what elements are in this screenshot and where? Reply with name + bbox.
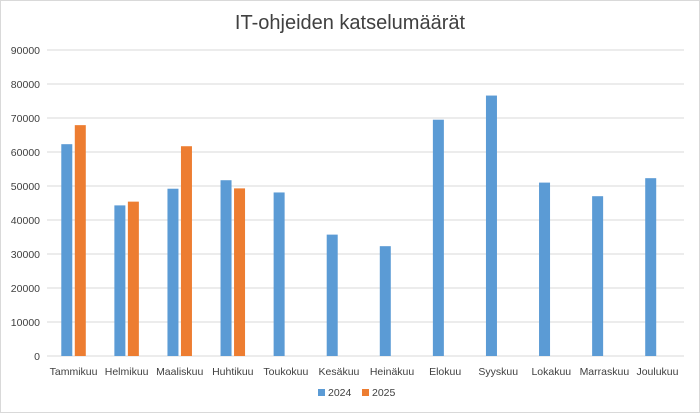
- y-tick-label: 20000: [11, 283, 40, 295]
- x-tick-label: Lokakuu: [531, 366, 571, 378]
- bar-2024-kesäkuu: [326, 234, 338, 356]
- bar-2025-huhtikuu: [234, 188, 246, 356]
- bar-2024-syyskuu: [485, 95, 497, 356]
- bar-2024-helmikuu: [114, 205, 126, 356]
- x-tick-label: Joulukuu: [636, 366, 678, 378]
- bar-2024-joulukuu: [645, 178, 657, 356]
- y-tick-label: 50000: [11, 181, 40, 193]
- y-axis-tick-labels: 0 10000 20000 30000 40000 50000 60000 70000 8000…: [11, 45, 40, 363]
- gridlines: [47, 49, 684, 357]
- x-tick-label: Toukokuu: [263, 366, 308, 378]
- y-tick-label: 10000: [11, 317, 40, 329]
- bar-2024-maaliskuu: [167, 188, 179, 356]
- bar-2024-huhtikuu: [220, 180, 232, 356]
- legend-swatch-2025: [362, 389, 369, 396]
- x-tick-label: Helmikuu: [105, 366, 149, 378]
- bar-2025-tammikuu: [74, 125, 86, 356]
- y-tick-label: 60000: [11, 147, 40, 159]
- bar-2024-lokakuu: [539, 182, 551, 356]
- bar-2024-marraskuu: [592, 196, 604, 356]
- legend-label-2024: 2024: [328, 387, 352, 399]
- y-tick-label: 40000: [11, 215, 40, 227]
- bar-2024-elokuu: [432, 119, 444, 356]
- y-tick-label: 90000: [11, 45, 40, 57]
- x-tick-label: Maaliskuu: [156, 366, 203, 378]
- legend-label-2025: 2025: [372, 387, 396, 399]
- x-axis-tick-labels: Tammikuu Helmikuu Maaliskuu Huhtikuu Toukoku…: [50, 366, 679, 378]
- bars: [61, 95, 657, 356]
- x-tick-label: Huhtikuu: [212, 366, 254, 378]
- y-tick-label: 30000: [11, 249, 40, 261]
- y-tick-label: 0: [34, 351, 40, 363]
- y-tick-label: 80000: [11, 79, 40, 91]
- y-tick-label: 70000: [11, 113, 40, 125]
- bar-2024-toukokuu: [273, 192, 285, 356]
- chart-title: IT-ohjeiden katselumäärät: [235, 12, 466, 34]
- x-tick-label: Syyskuu: [478, 366, 518, 378]
- bar-2025-helmikuu: [127, 201, 139, 356]
- legend: 2024 2025: [318, 387, 396, 399]
- x-tick-label: Elokuu: [429, 366, 461, 378]
- bar-2025-maaliskuu: [180, 146, 192, 356]
- bar-2024-tammikuu: [61, 144, 73, 356]
- x-tick-label: Kesäkuu: [319, 366, 360, 378]
- bar-2024-heinäkuu: [379, 246, 391, 356]
- x-tick-label: Tammikuu: [50, 366, 98, 378]
- x-tick-label: Heinäkuu: [370, 366, 415, 378]
- x-tick-label: Marraskuu: [580, 366, 630, 378]
- legend-swatch-2024: [318, 389, 325, 396]
